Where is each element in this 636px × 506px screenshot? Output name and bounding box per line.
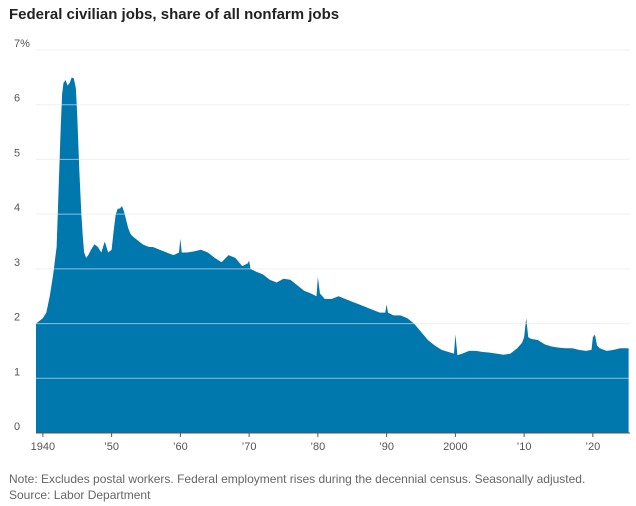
chart-note: Note: Excludes postal workers. Federal e… <box>9 472 586 486</box>
x-tick-label: 2000 <box>443 441 467 453</box>
x-tick-label: ’20 <box>586 441 601 453</box>
y-tick-label: 2 <box>14 312 20 324</box>
series-area <box>36 77 629 434</box>
x-tick-label: ’90 <box>379 441 394 453</box>
y-tick-label: 3 <box>14 257 20 269</box>
x-tick-label: 1940 <box>31 441 55 453</box>
x-tick-label: ’80 <box>311 441 326 453</box>
chart-area: 0 1 2 3 4 5 6 7% 1940 ’50 ’60 ’70 ’80 ’90 2000 ’10 ’20 <box>14 38 630 453</box>
x-tick-label: ’50 <box>104 441 119 453</box>
x-tick-label: ’60 <box>173 441 188 453</box>
x-tick-marks <box>42 433 594 437</box>
x-tick-labels: 1940 ’50 ’60 ’70 ’80 ’90 2000 ’10 ’20 <box>31 441 601 453</box>
y-tick-label: 1 <box>14 366 20 378</box>
y-tick-label: 4 <box>14 202 20 214</box>
x-tick-label: ’10 <box>517 441 532 453</box>
chart-source: Source: Labor Department <box>9 488 151 502</box>
y-tick-label: 0 <box>14 421 20 433</box>
x-tick-label: ’70 <box>242 441 257 453</box>
chart-title: Federal civilian jobs, share of all nonf… <box>9 6 340 23</box>
overlay-grid-lines <box>36 49 630 379</box>
y-tick-label: 5 <box>14 147 20 159</box>
y-tick-label: 6 <box>14 93 20 105</box>
y-tick-labels: 0 1 2 3 4 5 6 7% <box>14 38 30 433</box>
y-tick-label: 7% <box>14 38 30 50</box>
